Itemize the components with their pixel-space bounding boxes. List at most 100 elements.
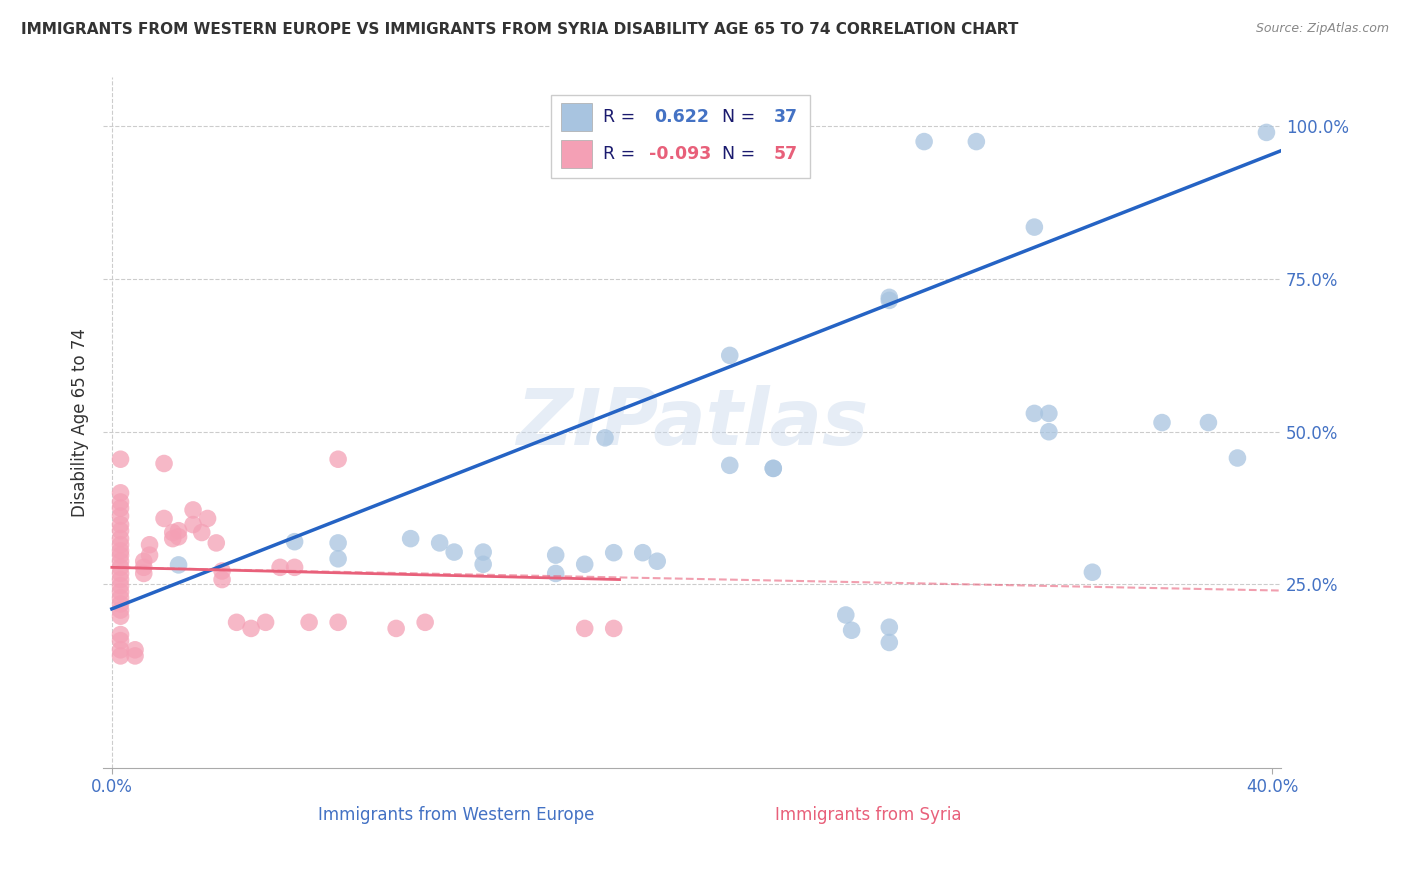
Point	[225, 615, 247, 630]
Point	[762, 461, 785, 475]
Point	[211, 573, 233, 587]
Point	[110, 642, 132, 657]
Point	[841, 624, 863, 638]
Point	[574, 622, 596, 636]
Point	[718, 348, 741, 362]
Text: ZIPatlas: ZIPatlas	[516, 384, 868, 460]
Point	[326, 551, 349, 566]
Point	[110, 579, 132, 593]
Point	[110, 544, 132, 558]
Point	[110, 538, 132, 552]
Point	[879, 293, 901, 308]
Point	[254, 615, 277, 630]
Point	[443, 545, 465, 559]
Point	[110, 548, 132, 562]
Point	[110, 627, 132, 641]
Point	[110, 566, 132, 581]
Point	[631, 546, 654, 560]
Point	[167, 524, 190, 538]
Point	[132, 566, 155, 581]
Point	[326, 536, 349, 550]
Point	[124, 648, 146, 663]
Point	[602, 546, 624, 560]
Point	[110, 609, 132, 624]
Point	[138, 538, 160, 552]
Point	[110, 648, 132, 663]
Point	[284, 560, 307, 574]
Point	[162, 525, 184, 540]
Point	[110, 597, 132, 611]
Point	[326, 452, 349, 467]
Point	[593, 431, 616, 445]
Point	[110, 485, 132, 500]
Point	[240, 622, 263, 636]
Point	[544, 548, 567, 562]
Point	[965, 135, 987, 149]
Point	[205, 536, 228, 550]
Point	[1256, 125, 1278, 139]
Point	[574, 558, 596, 572]
Point	[1038, 425, 1060, 439]
Point	[110, 603, 132, 617]
Point	[912, 135, 935, 149]
Point	[879, 620, 901, 634]
Text: Immigrants from Western Europe: Immigrants from Western Europe	[318, 805, 595, 823]
Point	[110, 591, 132, 605]
Point	[110, 560, 132, 574]
Text: Immigrants from Syria: Immigrants from Syria	[776, 805, 962, 823]
Point	[284, 534, 307, 549]
Point	[153, 511, 176, 525]
Point	[110, 517, 132, 532]
Point	[153, 457, 176, 471]
Point	[110, 633, 132, 648]
Point	[110, 495, 132, 509]
Point	[191, 525, 214, 540]
Point	[385, 622, 408, 636]
Point	[472, 558, 495, 572]
Point	[1024, 406, 1046, 420]
Point	[1038, 406, 1060, 420]
Point	[1226, 450, 1249, 465]
Point	[602, 622, 624, 636]
Point	[124, 642, 146, 657]
Point	[110, 532, 132, 546]
Point	[326, 615, 349, 630]
Point	[167, 530, 190, 544]
Point	[110, 584, 132, 599]
Point	[110, 509, 132, 524]
Point	[879, 290, 901, 304]
Point	[429, 536, 451, 550]
Point	[197, 511, 219, 525]
Point	[211, 564, 233, 578]
Point	[181, 517, 204, 532]
Point	[298, 615, 321, 630]
Point	[132, 560, 155, 574]
Point	[1197, 416, 1219, 430]
Point	[167, 558, 190, 572]
Point	[110, 573, 132, 587]
Point	[269, 560, 291, 574]
Point	[1081, 566, 1104, 580]
Point	[110, 452, 132, 467]
Point	[544, 566, 567, 581]
Point	[1150, 416, 1173, 430]
Text: Source: ZipAtlas.com: Source: ZipAtlas.com	[1256, 22, 1389, 36]
Point	[110, 554, 132, 568]
Point	[645, 554, 668, 568]
Point	[110, 501, 132, 516]
Point	[1024, 220, 1046, 235]
Point	[181, 503, 204, 517]
Point	[835, 607, 858, 622]
Point	[399, 532, 422, 546]
Point	[879, 635, 901, 649]
Point	[762, 461, 785, 475]
Text: IMMIGRANTS FROM WESTERN EUROPE VS IMMIGRANTS FROM SYRIA DISABILITY AGE 65 TO 74 : IMMIGRANTS FROM WESTERN EUROPE VS IMMIGR…	[21, 22, 1018, 37]
Point	[110, 524, 132, 538]
Point	[472, 545, 495, 559]
Y-axis label: Disability Age 65 to 74: Disability Age 65 to 74	[72, 328, 89, 517]
Point	[138, 548, 160, 562]
Point	[132, 554, 155, 568]
Point	[162, 532, 184, 546]
Point	[413, 615, 436, 630]
Point	[718, 458, 741, 473]
